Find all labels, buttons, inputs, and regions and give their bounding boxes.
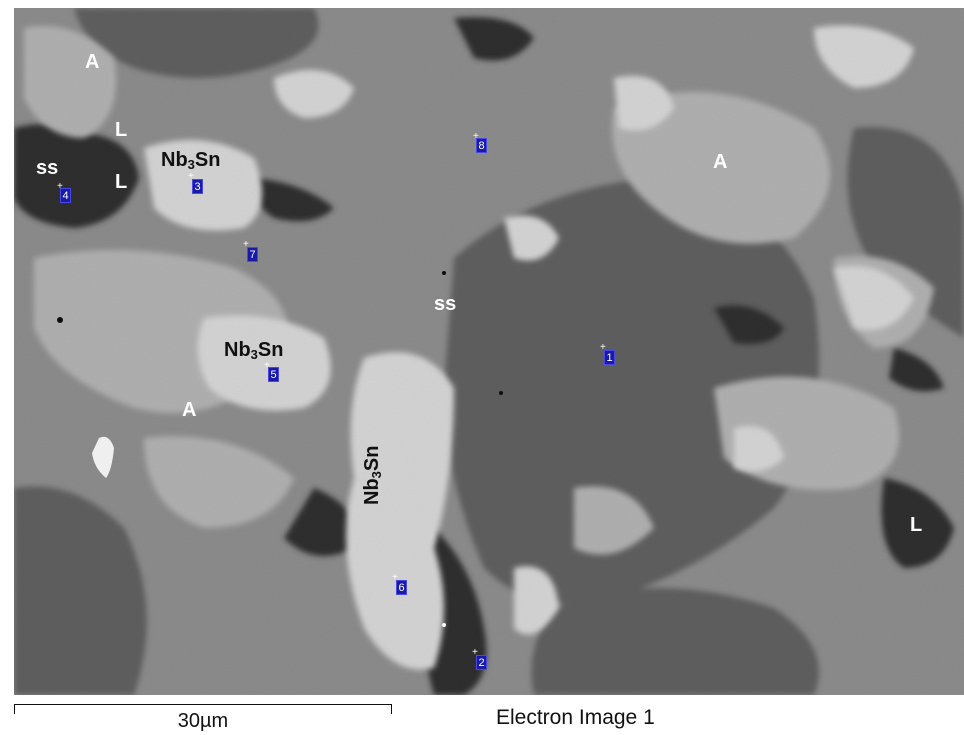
- phase-label-ss-left: ss: [36, 157, 59, 179]
- crosshair-icon: +: [243, 239, 249, 250]
- crosshair-icon: +: [472, 647, 478, 658]
- scale-bar: [14, 704, 392, 714]
- crosshair-icon: +: [188, 171, 194, 182]
- crosshair-icon: +: [392, 572, 398, 583]
- crosshair-icon: +: [264, 360, 270, 371]
- phase-label-nb3sn-middle: Nb3Sn: [224, 339, 284, 362]
- phase-label-nb3sn-upper: Nb3Sn: [161, 149, 221, 172]
- image-caption: Electron Image 1: [496, 706, 655, 729]
- spectrum-spot-6[interactable]: 6: [396, 580, 407, 595]
- phase-label-l-upper: L: [115, 119, 128, 141]
- phase-label-a-lower: A: [182, 399, 197, 421]
- scale-bar-label: 30µm: [177, 710, 229, 732]
- phase-label-l-right: L: [910, 514, 923, 536]
- crosshair-icon: +: [473, 131, 479, 142]
- crosshair-icon: +: [57, 181, 63, 192]
- spectrum-spot-7[interactable]: 7: [247, 247, 258, 262]
- crosshair-icon: +: [600, 342, 606, 353]
- spectrum-spot-1[interactable]: 1: [604, 350, 615, 365]
- phase-label-a-right: A: [713, 151, 728, 173]
- spectrum-spot-3[interactable]: 3: [192, 179, 203, 194]
- spectrum-spot-2[interactable]: 2: [476, 655, 487, 670]
- phase-label-a-top: A: [85, 51, 100, 73]
- spectrum-spot-4[interactable]: 4: [60, 188, 71, 203]
- phase-label-ss-center: ss: [434, 293, 457, 315]
- phase-label-l-lower: L: [115, 171, 128, 193]
- phase-label-nb3sn-vertical: Nb3Sn: [361, 445, 384, 505]
- spectrum-spot-5[interactable]: 5: [268, 367, 279, 382]
- spectrum-spot-8[interactable]: 8: [476, 138, 487, 153]
- sem-micrograph: [14, 8, 964, 695]
